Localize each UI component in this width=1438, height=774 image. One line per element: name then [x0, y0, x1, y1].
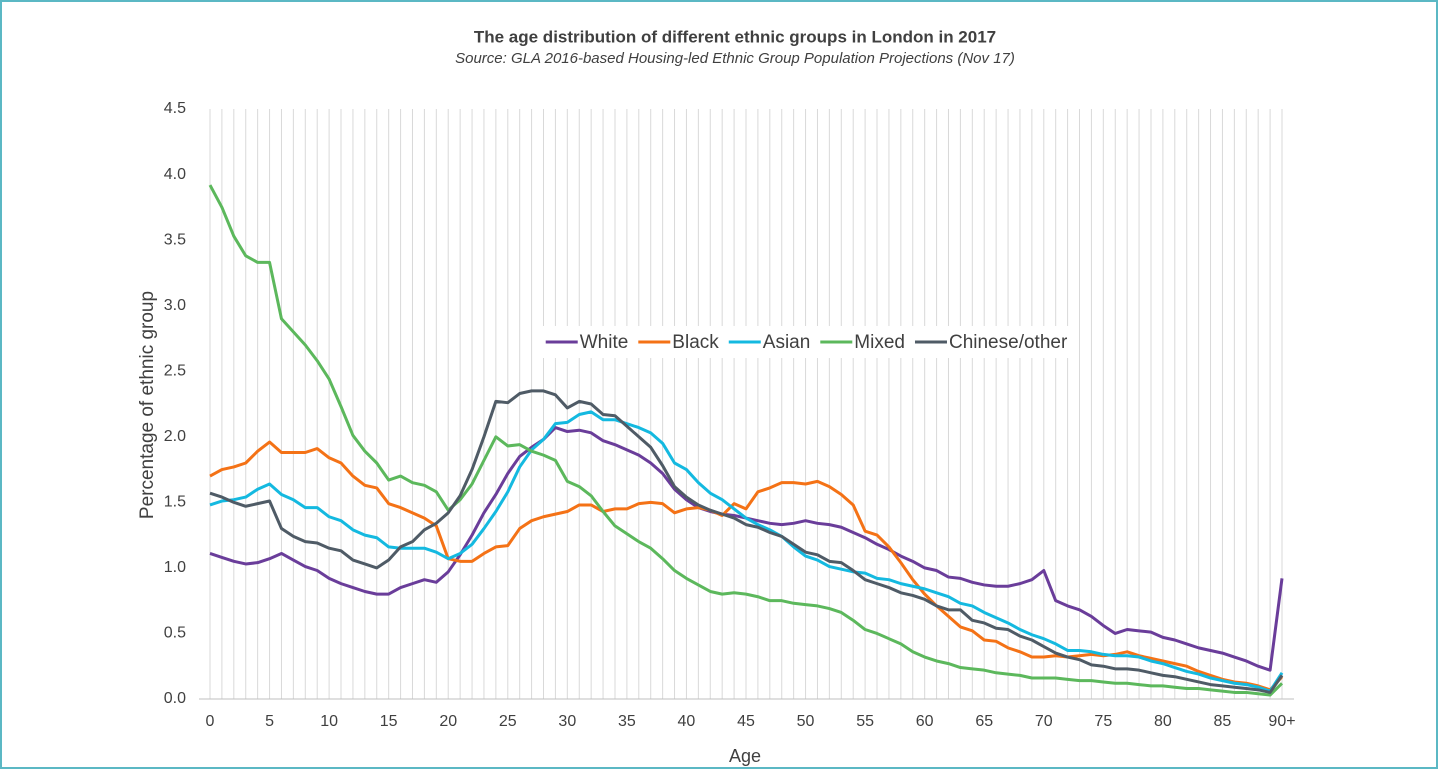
x-tick-label: 75 — [1094, 713, 1112, 730]
x-tick-label: 15 — [380, 713, 398, 730]
chart-subtitle: Source: GLA 2016-based Housing-led Ethni… — [455, 50, 1015, 67]
x-tick-label: 40 — [678, 713, 696, 730]
y-tick-label: 1.0 — [164, 559, 186, 576]
series-line — [209, 389, 1284, 694]
legend-label: White — [580, 332, 629, 353]
x-tick-label: 80 — [1154, 713, 1172, 730]
x-tick-label: 90+ — [1268, 713, 1295, 730]
legend: White Black Asian Mixed Chinese/other — [539, 326, 1074, 358]
y-tick-label: 3.5 — [164, 231, 186, 248]
chart-title: The age distribution of different ethnic… — [474, 27, 996, 46]
legend-label: Mixed — [854, 332, 905, 353]
y-tick-label: 2.5 — [164, 362, 186, 379]
y-axis-label: Percentage of ethnic group — [137, 291, 158, 519]
y-tick-label: 3.0 — [164, 297, 186, 314]
y-tick-label: 4.0 — [164, 166, 186, 183]
y-tick-label: 4.5 — [164, 100, 186, 117]
legend-background — [539, 326, 1074, 358]
x-tick-label: 25 — [499, 713, 517, 730]
x-tick-label: 70 — [1035, 713, 1053, 730]
series-line — [208, 184, 1284, 697]
x-tick-label: 0 — [206, 713, 215, 730]
x-tick-label: 45 — [737, 713, 755, 730]
x-tick-label: 5 — [265, 713, 274, 730]
x-tick-label: 55 — [856, 713, 874, 730]
series-line — [209, 410, 1284, 693]
x-tick-label: 20 — [439, 713, 457, 730]
x-tick-label: 35 — [618, 713, 636, 730]
y-tick-label: 0.5 — [164, 625, 186, 642]
y-tick-label: 1.5 — [164, 494, 186, 511]
x-tick-label: 50 — [797, 713, 815, 730]
grid — [209, 109, 1283, 699]
x-tick-label: 85 — [1214, 713, 1232, 730]
legend-label: Asian — [763, 332, 811, 353]
x-tick-label: 30 — [558, 713, 576, 730]
legend-label: Chinese/other — [949, 332, 1068, 353]
legend-label: Black — [672, 332, 719, 353]
x-tick-label: 65 — [975, 713, 993, 730]
x-axis-label: Age — [729, 746, 761, 766]
x-tick-label: 10 — [320, 713, 338, 730]
y-tick-label: 0.0 — [164, 690, 186, 707]
x-tick-label: 60 — [916, 713, 934, 730]
y-tick-label: 2.0 — [164, 428, 186, 445]
